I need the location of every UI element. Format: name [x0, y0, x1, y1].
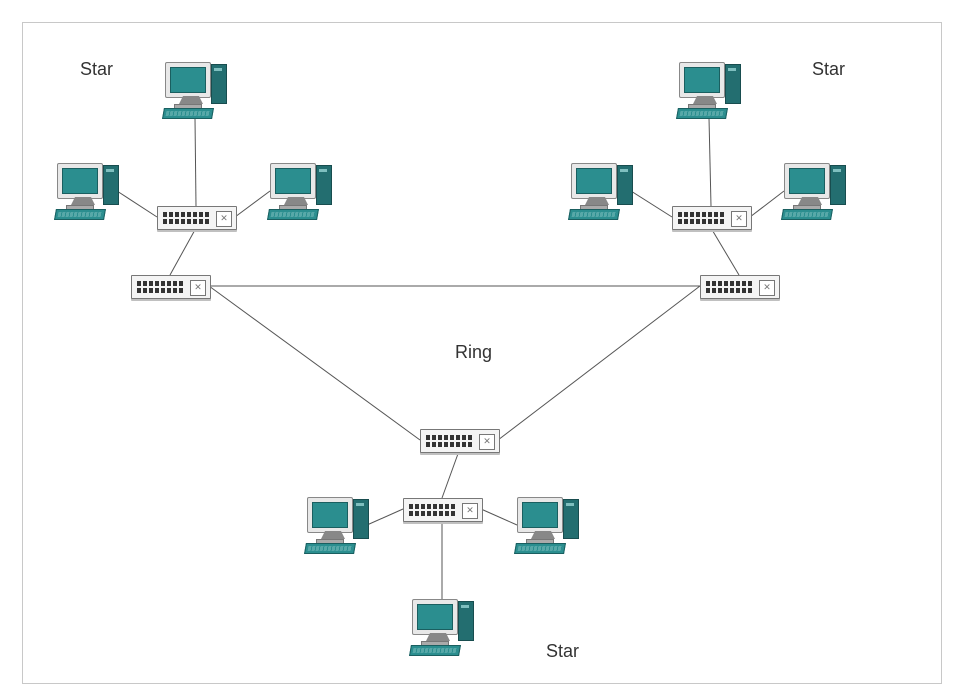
- switch-icon: [420, 429, 500, 453]
- label-star-1: Star: [80, 59, 113, 80]
- switch-icon: [700, 275, 780, 299]
- monitor-icon: [412, 599, 458, 635]
- tower-icon: [458, 601, 474, 641]
- tower-icon: [617, 165, 633, 205]
- monitor-stand: [585, 197, 609, 205]
- switch-ports: [706, 281, 752, 286]
- monitor-icon: [270, 163, 316, 199]
- computer-icon: [412, 599, 472, 655]
- keyboard-icon: [304, 543, 356, 554]
- switch-ports: [678, 212, 724, 217]
- label-star-3: Star: [546, 641, 579, 662]
- keyboard-icon: [267, 209, 319, 220]
- monitor-icon: [571, 163, 617, 199]
- monitor-stand: [693, 96, 717, 104]
- switch-ports: [706, 288, 752, 293]
- monitor-stand: [284, 197, 308, 205]
- switch-icon: [672, 206, 752, 230]
- switch-icon: [157, 206, 237, 230]
- switch-ports: [409, 504, 455, 509]
- switch-icon: [131, 275, 211, 299]
- monitor-stand: [798, 197, 822, 205]
- tower-icon: [725, 64, 741, 104]
- switch-panel-icon: [731, 211, 747, 227]
- switch-panel-icon: [759, 280, 775, 296]
- keyboard-icon: [676, 108, 728, 119]
- switch-ports: [409, 511, 455, 516]
- computer-icon: [571, 163, 631, 219]
- label-ring: Ring: [455, 342, 492, 363]
- keyboard-icon: [162, 108, 214, 119]
- computer-icon: [165, 62, 225, 118]
- computer-icon: [784, 163, 844, 219]
- computer-icon: [307, 497, 367, 553]
- switch-panel-icon: [462, 503, 478, 519]
- keyboard-icon: [568, 209, 620, 220]
- monitor-icon: [784, 163, 830, 199]
- switch-ports: [426, 442, 472, 447]
- tower-icon: [353, 499, 369, 539]
- monitor-icon: [307, 497, 353, 533]
- tower-icon: [211, 64, 227, 104]
- monitor-stand: [71, 197, 95, 205]
- tower-icon: [103, 165, 119, 205]
- monitor-stand: [321, 531, 345, 539]
- monitor-stand: [179, 96, 203, 104]
- computer-icon: [270, 163, 330, 219]
- switch-ports: [163, 212, 209, 217]
- computer-icon: [57, 163, 117, 219]
- monitor-icon: [517, 497, 563, 533]
- switch-panel-icon: [216, 211, 232, 227]
- monitor-icon: [679, 62, 725, 98]
- tower-icon: [316, 165, 332, 205]
- keyboard-icon: [514, 543, 566, 554]
- keyboard-icon: [409, 645, 461, 656]
- monitor-icon: [57, 163, 103, 199]
- switch-panel-icon: [190, 280, 206, 296]
- computer-icon: [679, 62, 739, 118]
- switch-ports: [426, 435, 472, 440]
- monitor-stand: [531, 531, 555, 539]
- keyboard-icon: [781, 209, 833, 220]
- switch-ports: [163, 219, 209, 224]
- switch-panel-icon: [479, 434, 495, 450]
- tower-icon: [563, 499, 579, 539]
- switch-ports: [137, 288, 183, 293]
- monitor-stand: [426, 633, 450, 641]
- switch-ports: [678, 219, 724, 224]
- monitor-icon: [165, 62, 211, 98]
- tower-icon: [830, 165, 846, 205]
- diagram-canvas: { "diagram": { "type": "network", "backg…: [0, 0, 970, 700]
- switch-icon: [403, 498, 483, 522]
- keyboard-icon: [54, 209, 106, 220]
- computer-icon: [517, 497, 577, 553]
- switch-ports: [137, 281, 183, 286]
- label-star-2: Star: [812, 59, 845, 80]
